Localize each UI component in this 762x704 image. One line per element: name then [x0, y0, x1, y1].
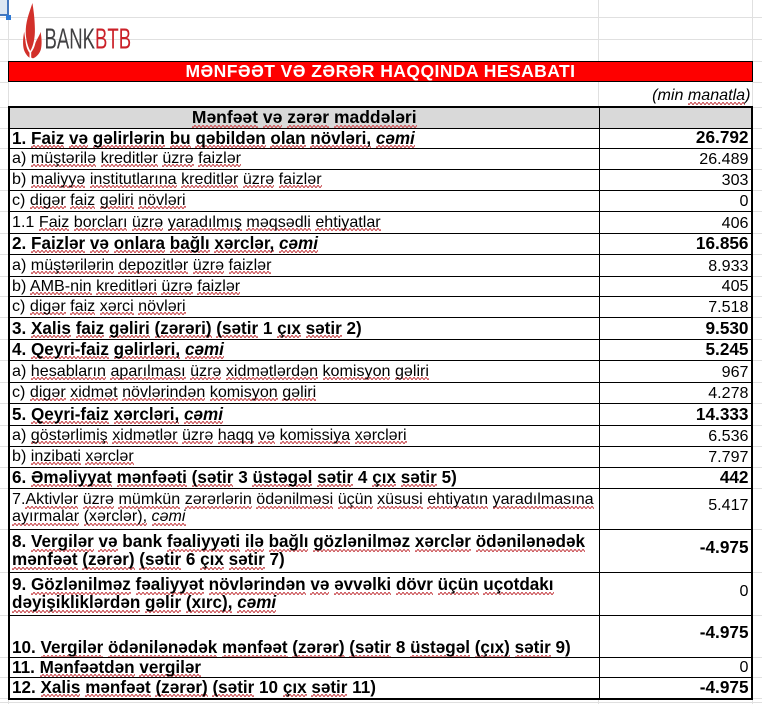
svg-text:BANK: BANK — [45, 23, 96, 55]
svg-text:BTB: BTB — [95, 23, 131, 55]
